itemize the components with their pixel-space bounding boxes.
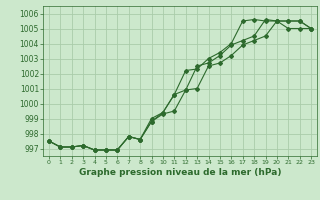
X-axis label: Graphe pression niveau de la mer (hPa): Graphe pression niveau de la mer (hPa): [79, 168, 281, 177]
